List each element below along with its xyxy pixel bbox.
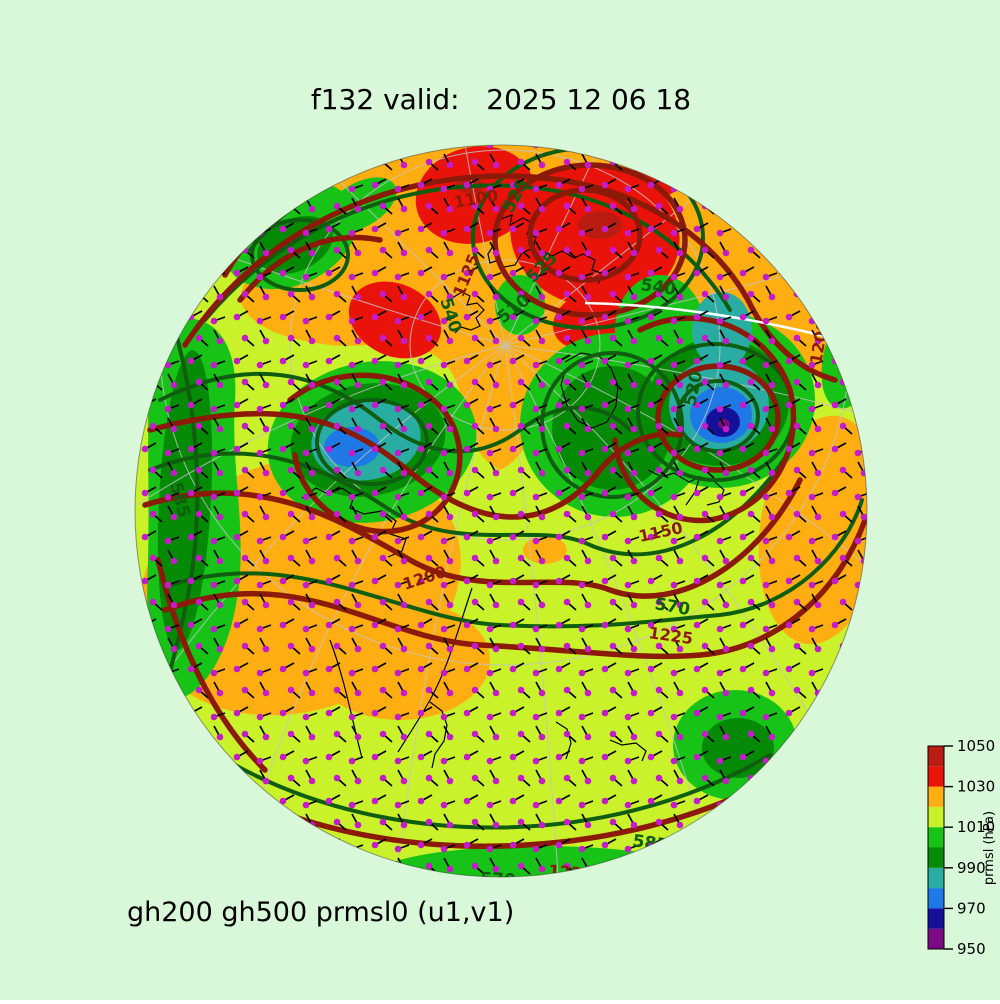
figure-title: f132 valid: 2025 12 06 18 [311,83,691,116]
colorbar-segment [928,746,944,767]
colorbar-ticks [944,745,953,950]
contour-label: 540 [639,275,677,300]
colorbar-tick-label: 1010 [957,818,995,836]
colorbar-segments [928,746,944,949]
colorbar-segment [928,867,944,889]
wind-barb-field [135,145,867,877]
colorbar-segment [928,786,944,807]
colorbar-segment [928,908,944,929]
colorbar-tick-label: 1030 [957,778,995,796]
colorbar-tick-label: 1050 [957,737,995,755]
colorbar-segment [928,847,944,868]
colorbar-axis-label: prmsl (hPa) [982,811,997,885]
colorbar-segment [928,827,944,848]
colorbar: 950 970 990 1010 1030 1050 prmsl (hPa) [927,737,997,958]
colorbar-tick-label: 950 [957,940,986,958]
colorbar-tick-label: 970 [957,899,986,917]
colorbar-tick-labels: 950 970 990 1010 1030 1050 [957,737,995,958]
colorbar-segment [928,928,944,949]
contour-label: 570 [480,869,517,891]
colorbar-segment [928,806,944,828]
colorbar-tick-label: 990 [957,859,986,877]
figure-footer-label: gh200 gh500 prmsl0 (u1,v1) [127,897,514,928]
colorbar-segment [928,766,944,787]
globe-rim [134,144,868,878]
colorbar-outline [927,745,945,950]
colorbar-segment [928,888,944,909]
